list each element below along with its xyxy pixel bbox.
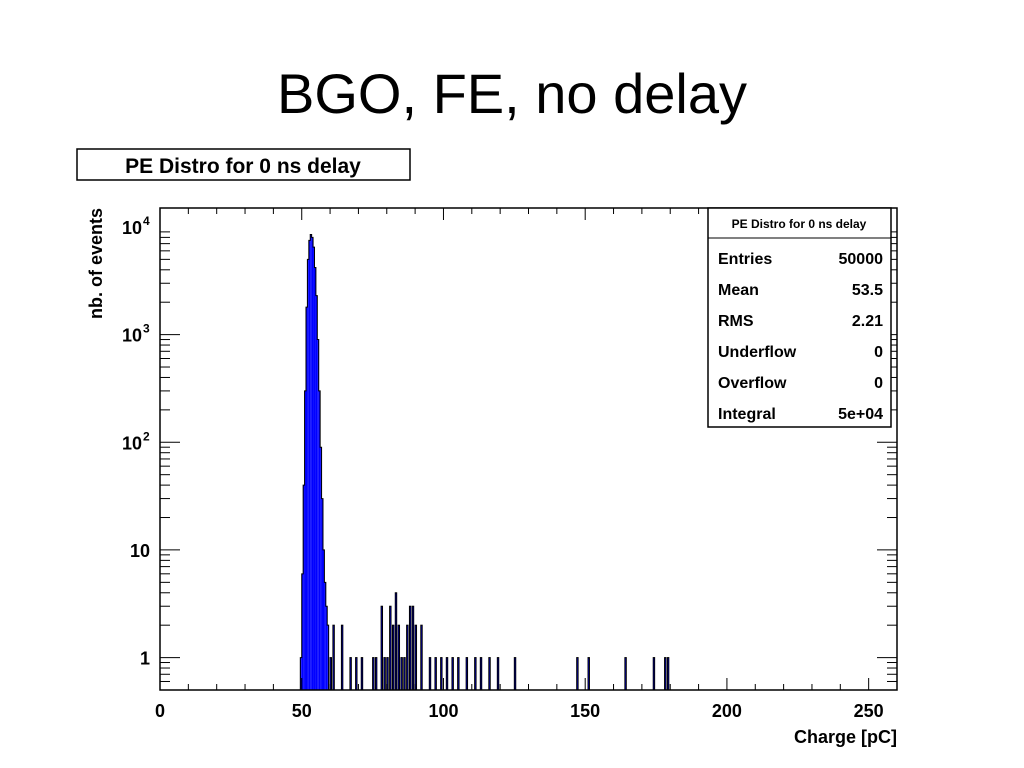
histogram-bar bbox=[325, 606, 328, 690]
histogram-bar bbox=[576, 657, 579, 691]
histogram-bar bbox=[445, 657, 449, 691]
histogram-bar bbox=[496, 657, 500, 691]
histogram-outline bbox=[299, 234, 330, 690]
histogram-bar bbox=[332, 624, 335, 691]
x-axis-label: Charge [pC] bbox=[794, 727, 897, 747]
histogram-bar bbox=[322, 549, 325, 690]
stats-row-value: 2.21 bbox=[852, 313, 883, 330]
stats-row-label: Entries bbox=[718, 251, 772, 268]
slide-title: BGO, FE, no delay bbox=[277, 62, 747, 125]
histogram-bar bbox=[411, 605, 415, 691]
histogram-bar bbox=[389, 605, 392, 691]
stats-row-label: Integral bbox=[718, 406, 776, 423]
histogram-bar bbox=[391, 624, 395, 691]
y-tick-label: 10 bbox=[122, 326, 142, 346]
histogram-bar bbox=[400, 657, 403, 691]
stats-row-label: RMS bbox=[718, 313, 754, 330]
y-axis-label: nb. of events bbox=[86, 208, 106, 319]
histogram-bar bbox=[406, 624, 409, 691]
histogram-bar bbox=[652, 657, 656, 691]
histogram-bar bbox=[587, 657, 590, 691]
histogram-bar bbox=[440, 657, 443, 691]
histogram-bar bbox=[434, 657, 437, 691]
histogram-bar bbox=[414, 624, 418, 691]
histogram-bar bbox=[320, 447, 322, 690]
histogram-bar bbox=[666, 657, 670, 691]
histogram-bar bbox=[457, 657, 460, 691]
stats-row-label: Overflow bbox=[718, 375, 787, 392]
y-tick-label: 10 bbox=[130, 541, 150, 561]
histogram-bar bbox=[327, 625, 329, 690]
x-tick-label: 200 bbox=[712, 701, 742, 721]
y-tick-exponent: 2 bbox=[143, 429, 150, 443]
stats-row-value: 0 bbox=[874, 344, 883, 361]
stats-box-title: PE Distro for 0 ns delay bbox=[732, 217, 867, 231]
histogram-bar bbox=[383, 657, 386, 691]
histogram-bar bbox=[355, 657, 358, 691]
histogram-bar bbox=[310, 234, 312, 690]
y-tick-label: 10 bbox=[122, 433, 142, 453]
histogram-bar bbox=[408, 605, 412, 691]
histogram-bar bbox=[318, 390, 321, 690]
histogram-bar bbox=[349, 657, 352, 691]
histogram-bar bbox=[474, 657, 477, 691]
histogram-bar bbox=[451, 657, 454, 691]
stats-row-label: Underflow bbox=[718, 344, 797, 361]
histogram-bar bbox=[308, 240, 311, 690]
chart-title-box: PE Distro for 0 ns delay bbox=[76, 148, 411, 181]
stats-row-value: 0 bbox=[874, 375, 883, 392]
histogram-bar bbox=[394, 592, 398, 691]
histogram-bar bbox=[303, 485, 305, 690]
histogram-bar bbox=[311, 237, 314, 690]
y-tick-label: 1 bbox=[140, 649, 150, 669]
histogram-bar bbox=[664, 657, 667, 691]
stats-box: PE Distro for 0 ns delay Entries 50000 Mea… bbox=[707, 207, 892, 428]
histogram-bar bbox=[321, 498, 323, 690]
x-tick-label: 100 bbox=[428, 701, 458, 721]
x-tick-label: 50 bbox=[292, 701, 312, 721]
x-tick-label: 0 bbox=[155, 701, 165, 721]
histogram-bar bbox=[305, 307, 308, 690]
y-tick-exponent: 4 bbox=[143, 214, 150, 228]
histogram-bar bbox=[300, 657, 302, 690]
histogram-bar bbox=[403, 657, 406, 691]
histogram-bar bbox=[340, 624, 344, 691]
x-tick-label: 150 bbox=[570, 701, 600, 721]
histogram-bar bbox=[360, 657, 364, 691]
histogram-bar bbox=[513, 657, 517, 691]
y-tick-exponent: 3 bbox=[143, 322, 150, 336]
histogram-bar bbox=[397, 624, 401, 691]
chart-title: PE Distro for 0 ns delay bbox=[125, 155, 361, 178]
histogram-bar bbox=[420, 624, 423, 691]
histogram-bar bbox=[428, 657, 432, 691]
stats-row-value: 50000 bbox=[839, 251, 884, 268]
histogram-bar bbox=[465, 657, 469, 691]
histogram-bar bbox=[314, 267, 316, 690]
histogram-bar bbox=[479, 657, 483, 691]
stats-row-value: 5e+04 bbox=[838, 406, 883, 423]
x-tick-label: 250 bbox=[854, 701, 884, 721]
histogram-bar bbox=[304, 390, 306, 690]
stats-row-value: 53.5 bbox=[852, 282, 883, 299]
stats-row-label: Mean bbox=[718, 282, 759, 299]
histogram-bar bbox=[488, 657, 491, 691]
histogram-bar bbox=[624, 657, 627, 691]
histogram-bar bbox=[372, 657, 375, 691]
histogram-bar bbox=[380, 605, 384, 691]
histogram-bar bbox=[315, 295, 318, 690]
histogram-bar bbox=[307, 259, 309, 690]
histogram-bar bbox=[313, 247, 315, 690]
histogram-bar bbox=[301, 573, 304, 690]
histogram-bar bbox=[317, 339, 319, 690]
histogram-bars bbox=[299, 234, 670, 691]
y-tick-label: 10 bbox=[122, 218, 142, 238]
histogram-bar bbox=[324, 582, 326, 690]
histogram-bar bbox=[374, 657, 378, 691]
